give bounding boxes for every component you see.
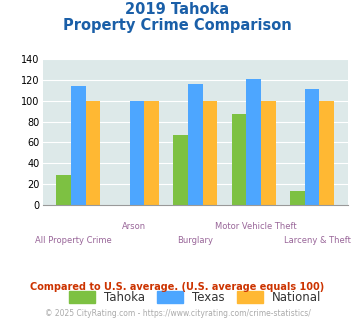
Bar xyxy=(173,135,188,205)
Text: Motor Vehicle Theft: Motor Vehicle Theft xyxy=(215,222,297,231)
Text: Burglary: Burglary xyxy=(177,236,213,245)
Text: © 2025 CityRating.com - https://www.cityrating.com/crime-statistics/: © 2025 CityRating.com - https://www.city… xyxy=(45,309,310,317)
Bar xyxy=(144,101,159,205)
Bar xyxy=(86,101,100,205)
Bar xyxy=(246,79,261,205)
Text: Larceny & Theft: Larceny & Theft xyxy=(284,236,351,245)
Legend: Tahoka, Texas, National: Tahoka, Texas, National xyxy=(64,286,326,309)
Bar xyxy=(232,115,246,205)
Text: Compared to U.S. average. (U.S. average equals 100): Compared to U.S. average. (U.S. average … xyxy=(31,282,324,292)
Bar xyxy=(261,101,275,205)
Bar xyxy=(71,86,86,205)
Bar xyxy=(290,191,305,205)
Bar xyxy=(320,101,334,205)
Text: 2019 Tahoka: 2019 Tahoka xyxy=(125,2,230,16)
Bar xyxy=(188,84,203,205)
Text: Property Crime Comparison: Property Crime Comparison xyxy=(63,18,292,33)
Text: Arson: Arson xyxy=(122,222,146,231)
Bar xyxy=(56,175,71,205)
Bar xyxy=(130,101,144,205)
Bar xyxy=(203,101,217,205)
Bar xyxy=(305,89,320,205)
Text: All Property Crime: All Property Crime xyxy=(35,236,111,245)
